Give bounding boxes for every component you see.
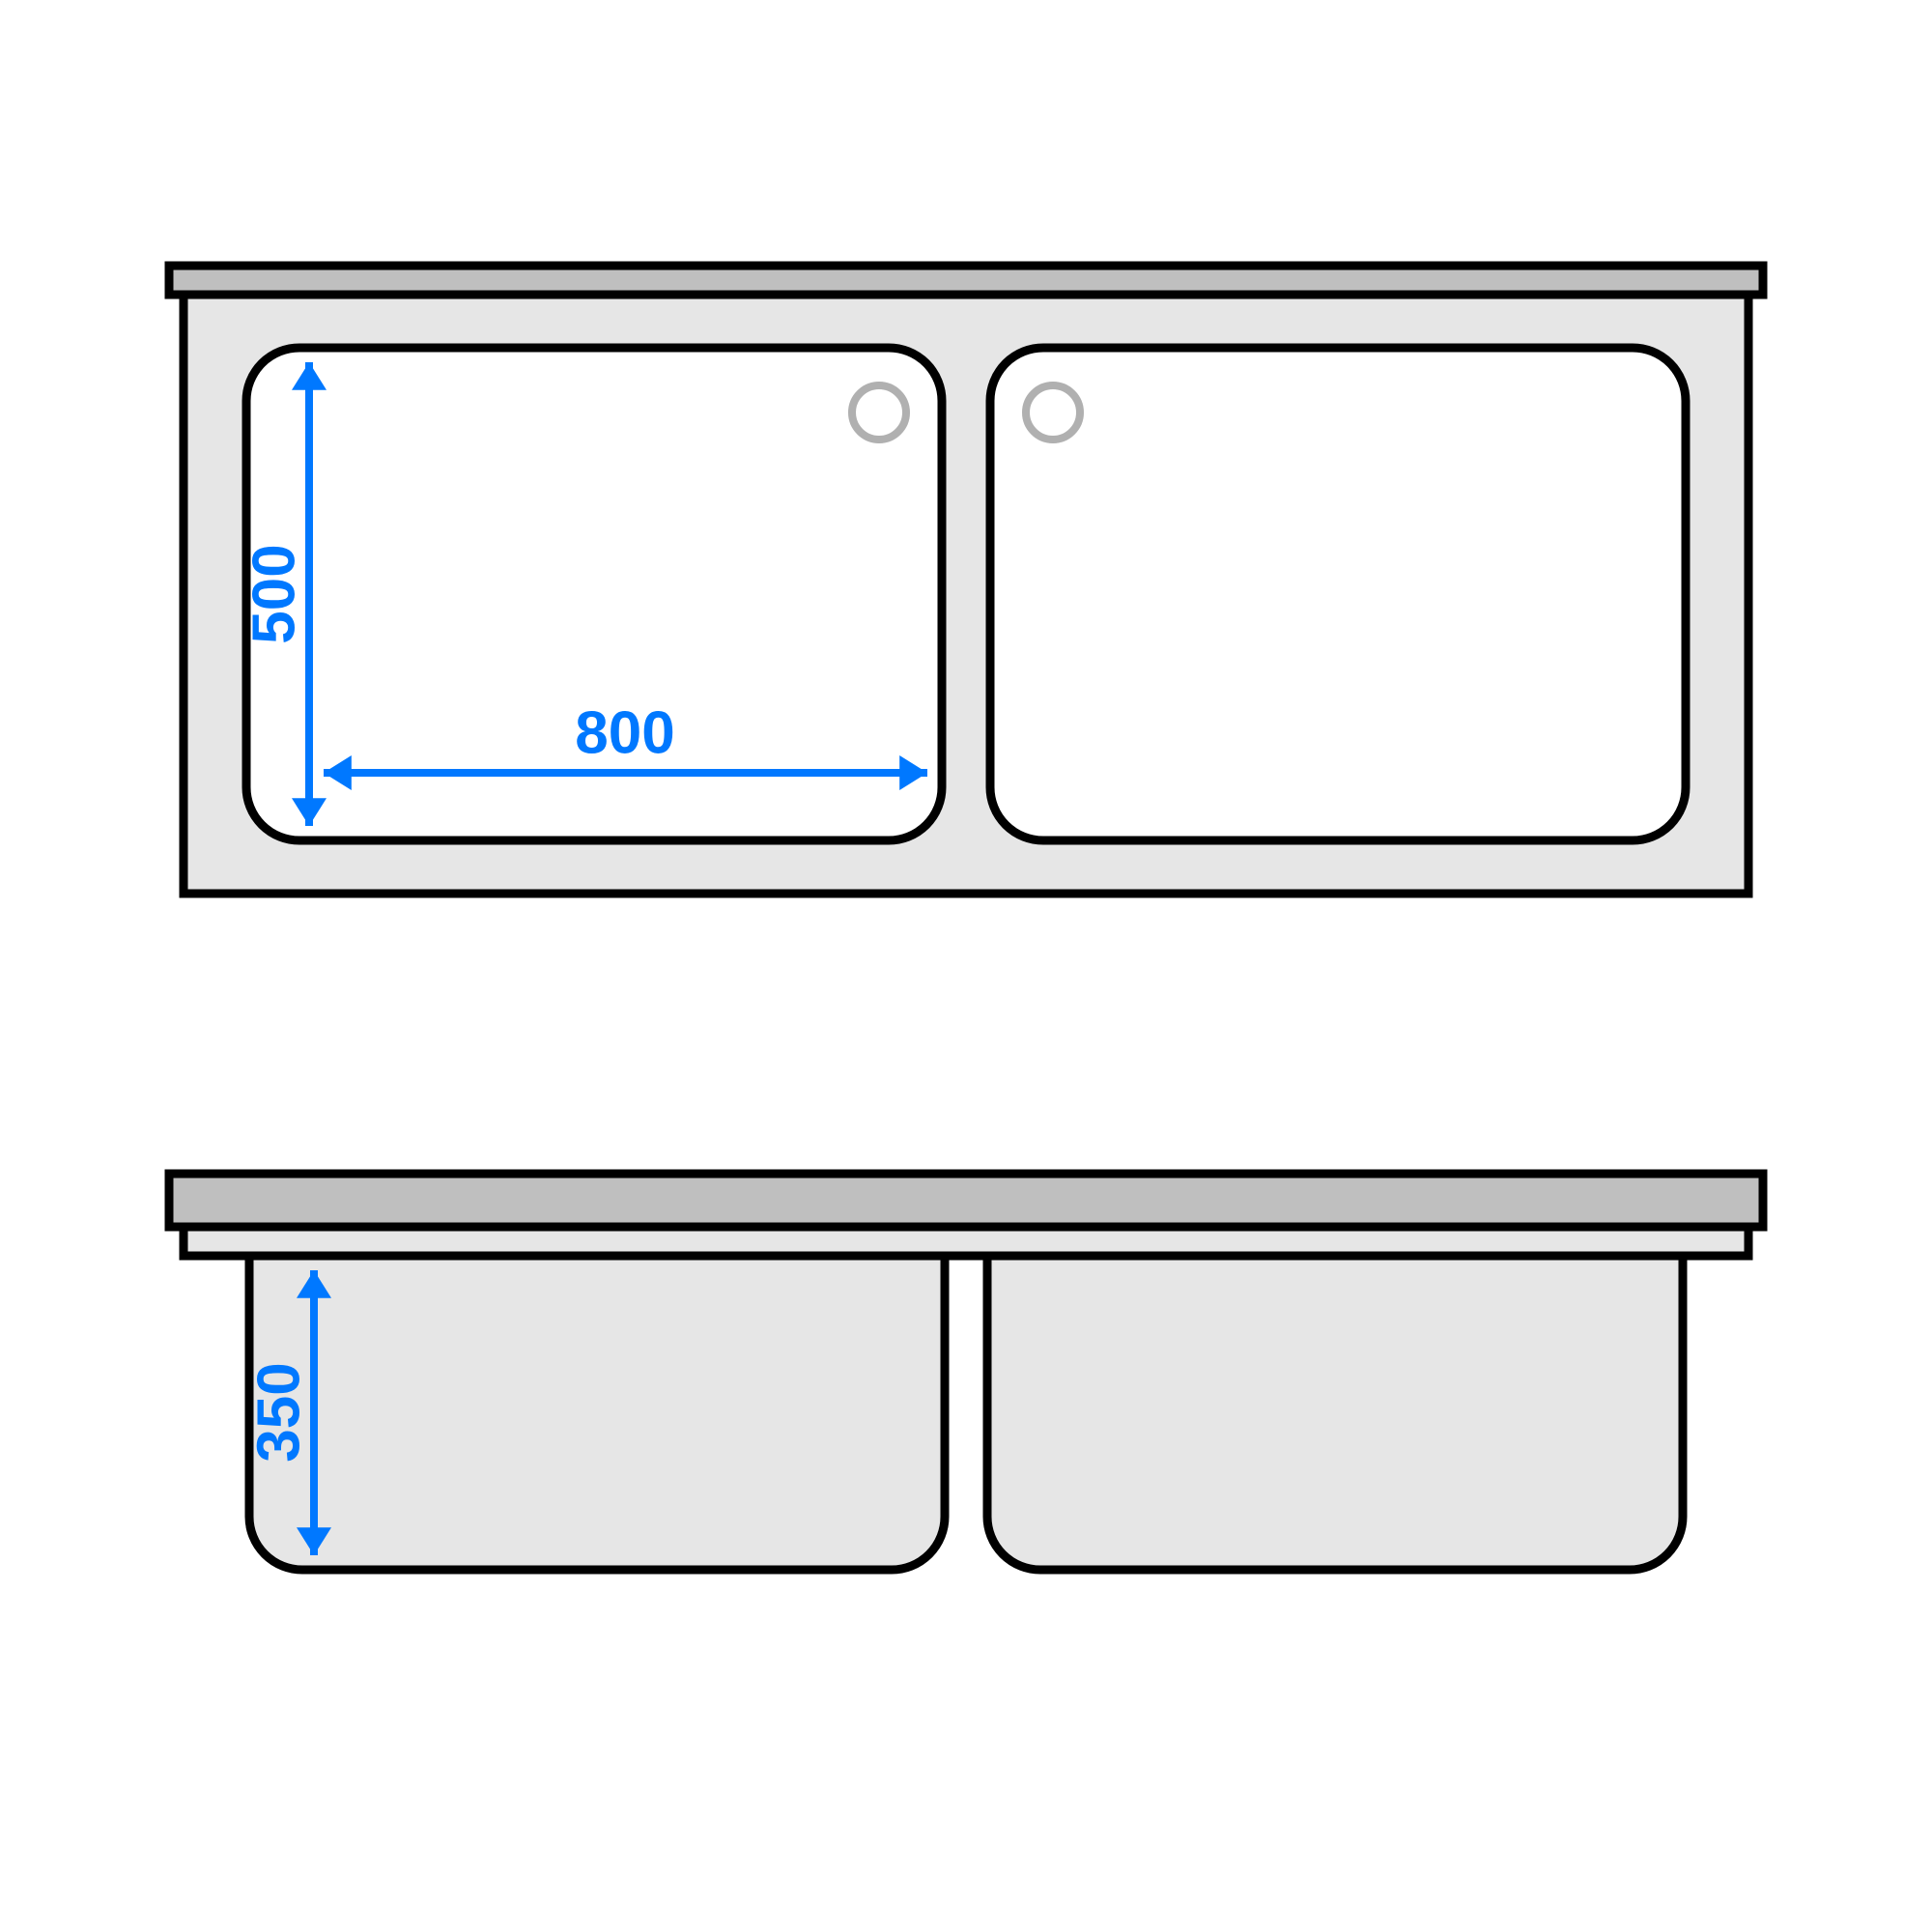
top-view-dim-vertical-label: 500 [241,544,307,643]
top-view-basin-right [990,348,1686,840]
top-view-dim-horizontal-label: 800 [575,699,674,766]
front-view-basin-right [987,1256,1683,1570]
front-view: 350 [169,1174,1763,1570]
front-view-dim-vertical-label: 350 [245,1362,312,1462]
top-view: 500 800 [169,266,1763,894]
front-view-basin-left [249,1256,945,1570]
front-view-countertop [169,1174,1763,1227]
